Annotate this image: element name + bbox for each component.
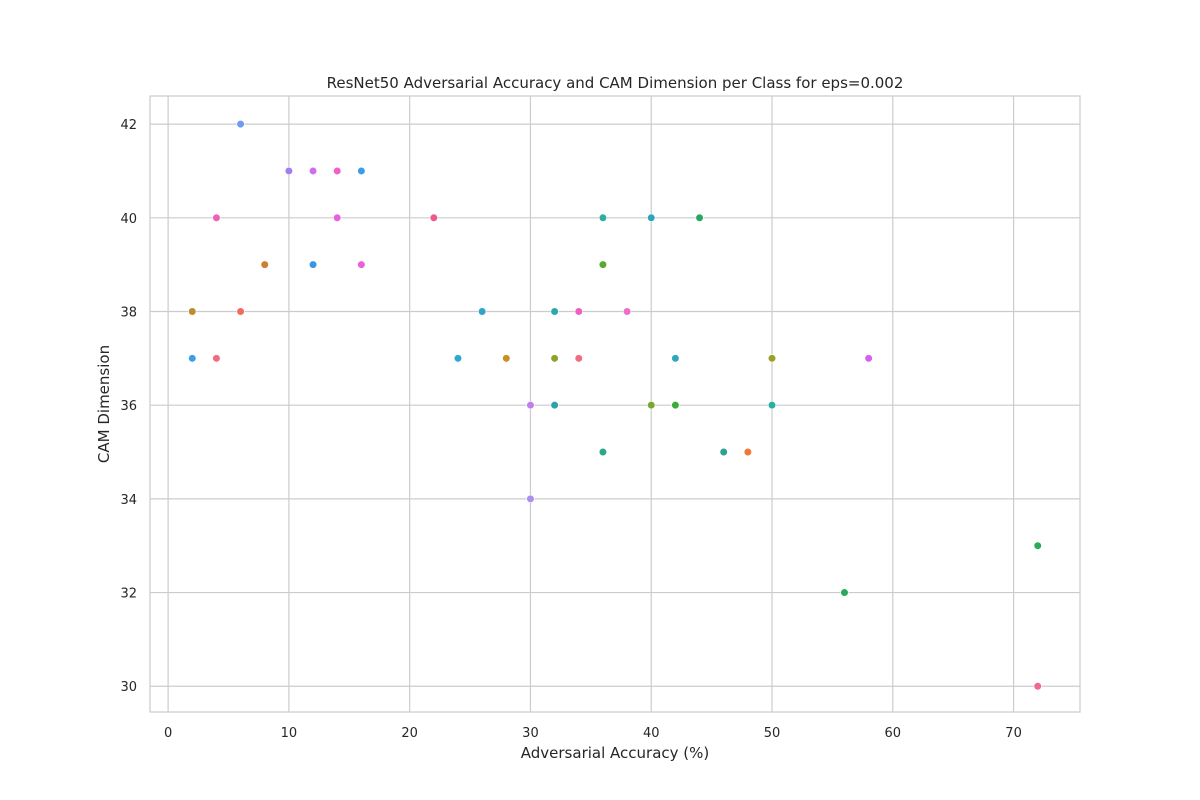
scatter-point	[333, 166, 342, 176]
chart-title: ResNet50 Adversarial Accuracy and CAM Di…	[327, 74, 904, 92]
scatter-point	[647, 213, 656, 222]
x-tick-label: 30	[522, 726, 539, 741]
scatter-point	[1033, 541, 1042, 550]
x-tick-label: 40	[643, 726, 660, 741]
scatter-point	[429, 213, 438, 222]
scatter-point	[453, 354, 463, 363]
x-tick-label: 10	[281, 726, 298, 741]
scatter-point	[598, 213, 608, 222]
scatter-point	[236, 307, 245, 316]
x-tick-labels: 0 10 20 30 40 50 60 70	[164, 726, 1022, 741]
scatter-point	[478, 307, 487, 316]
scatter-point	[357, 260, 366, 269]
data-points	[188, 120, 1042, 691]
y-tick-label: 30	[120, 680, 137, 695]
scatter-point	[502, 354, 511, 363]
x-tick-label: 20	[401, 726, 418, 741]
scatter-point	[188, 354, 197, 363]
y-axis-label: CAM Dimension	[95, 345, 113, 463]
x-tick-label: 60	[885, 726, 902, 741]
scatter-point	[622, 307, 632, 316]
scatter-point	[671, 354, 680, 363]
grid-lines	[150, 96, 1080, 712]
y-tick-labels: 30 32 34 36 38 40 42	[120, 118, 137, 695]
scatter-point	[284, 166, 293, 176]
scatter-point	[212, 354, 221, 363]
y-tick-label: 38	[120, 305, 137, 320]
x-tick-label: 70	[1005, 726, 1022, 741]
scatter-point	[357, 166, 366, 176]
scatter-point	[308, 166, 318, 176]
x-axis-label: Adversarial Accuracy (%)	[521, 744, 709, 762]
scatter-point	[719, 447, 728, 457]
scatter-point	[574, 307, 583, 316]
scatter-point	[647, 401, 656, 410]
scatter-point	[550, 354, 559, 363]
y-tick-label: 42	[120, 118, 137, 133]
scatter-point	[574, 354, 583, 363]
scatter-point	[526, 494, 535, 503]
y-tick-label: 34	[120, 493, 137, 508]
scatter-point	[188, 307, 197, 316]
y-tick-label: 36	[120, 399, 137, 414]
x-tick-label: 50	[764, 726, 781, 741]
scatter-point	[864, 354, 873, 363]
scatter-point	[743, 447, 752, 457]
scatter-point	[767, 401, 777, 410]
y-tick-label: 32	[120, 587, 137, 602]
scatter-point	[767, 354, 777, 363]
scatter-point	[671, 401, 680, 410]
scatter-point	[526, 401, 535, 410]
y-tick-label: 40	[120, 212, 137, 227]
scatter-point	[550, 401, 559, 410]
scatter-point	[598, 447, 608, 457]
x-tick-label: 0	[164, 726, 172, 741]
scatter-point	[260, 260, 269, 269]
scatter-point	[695, 213, 704, 222]
scatter-point	[333, 213, 342, 222]
scatter-point	[236, 120, 245, 129]
scatter-point	[1033, 682, 1042, 691]
scatter-point	[840, 588, 849, 597]
scatter-point	[550, 307, 559, 316]
scatter-point	[212, 213, 221, 222]
plot-area-frame	[149, 95, 1081, 713]
scatter-point	[308, 260, 318, 269]
scatter-point	[598, 260, 608, 269]
